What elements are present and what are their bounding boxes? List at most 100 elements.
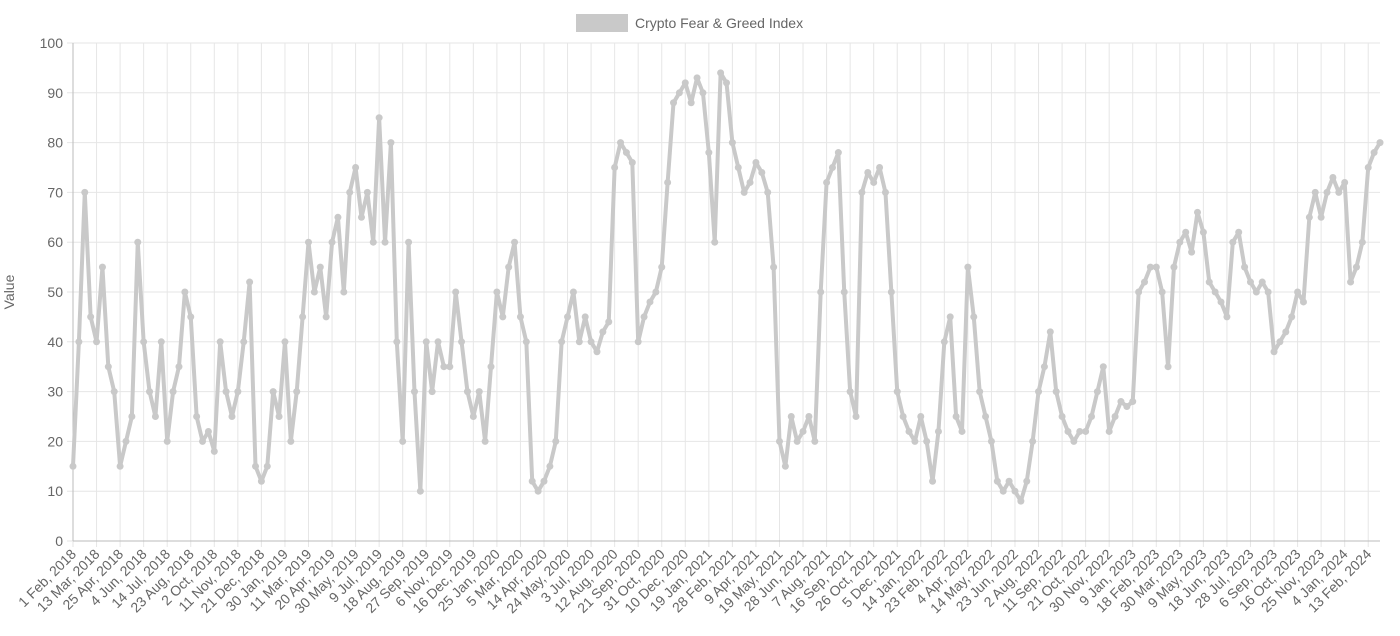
data-point: [422, 338, 430, 346]
data-point: [1329, 173, 1337, 181]
data-point: [1076, 427, 1084, 435]
data-point: [352, 164, 360, 171]
data-point: [823, 178, 831, 186]
data-point: [316, 263, 324, 271]
data-point: [181, 288, 189, 296]
data-point: [1082, 427, 1090, 435]
data-point: [764, 188, 772, 196]
data-point: [263, 462, 271, 470]
data-point: [428, 388, 436, 396]
data-point: [1164, 363, 1172, 371]
data-point: [269, 388, 277, 396]
y-tick-label: 50: [47, 284, 63, 300]
data-point: [634, 338, 642, 346]
data-point: [546, 462, 554, 470]
data-point: [1046, 328, 1054, 336]
data-point: [505, 263, 513, 271]
data-point: [169, 388, 177, 396]
data-point: [1064, 427, 1072, 435]
data-point: [1188, 248, 1196, 256]
data-point: [852, 413, 860, 420]
data-point: [970, 313, 978, 321]
y-tick-label: 100: [40, 35, 64, 51]
data-point: [93, 338, 101, 346]
data-point: [193, 413, 201, 420]
data-point: [310, 288, 318, 296]
data-point: [1288, 313, 1296, 321]
data-point: [929, 477, 937, 485]
data-point: [487, 363, 495, 371]
data-point: [1305, 213, 1313, 221]
data-point: [1193, 208, 1201, 216]
data-point: [723, 79, 730, 87]
data-point: [81, 188, 89, 196]
data-point: [740, 188, 748, 196]
data-point: [1311, 188, 1319, 196]
data-point: [87, 313, 95, 321]
data-point: [1347, 278, 1355, 286]
data-point: [157, 338, 165, 346]
data-point: [104, 363, 112, 371]
data-point: [440, 363, 448, 371]
data-point: [593, 348, 601, 356]
data-point: [122, 437, 130, 445]
data-point: [940, 338, 948, 346]
data-point: [1093, 388, 1101, 396]
data-point: [146, 388, 154, 396]
data-point: [876, 164, 884, 171]
data-point: [1370, 149, 1378, 157]
data-point: [1088, 413, 1096, 420]
data-point: [410, 388, 418, 396]
y-tick-label: 0: [55, 533, 63, 549]
data-point: [558, 338, 566, 346]
data-point: [564, 313, 572, 321]
data-point: [199, 437, 207, 445]
data-point: [1040, 363, 1048, 371]
data-point: [599, 328, 607, 336]
data-point: [652, 288, 660, 296]
data-point: [1023, 477, 1031, 485]
data-point: [840, 288, 848, 296]
data-point: [281, 338, 289, 346]
data-point: [1158, 288, 1166, 296]
data-point: [817, 288, 825, 296]
data-point: [469, 413, 477, 420]
data-point: [1146, 263, 1154, 271]
data-point: [257, 477, 265, 485]
data-point: [622, 149, 630, 157]
data-point: [293, 388, 301, 396]
data-point: [1246, 278, 1254, 286]
data-point: [746, 178, 754, 186]
data-point: [540, 477, 548, 485]
data-point: [658, 263, 666, 271]
data-point: [1364, 164, 1372, 171]
data-point: [1052, 388, 1060, 396]
data-point: [1099, 363, 1107, 371]
data-point: [98, 263, 106, 271]
data-point: [1170, 263, 1178, 271]
data-point: [617, 139, 625, 147]
data-point: [1111, 413, 1119, 420]
legend-label: Crypto Fear & Greed Index: [635, 15, 803, 31]
data-point: [581, 313, 589, 321]
data-point: [1358, 238, 1366, 246]
data-point: [116, 462, 124, 470]
data-point: [893, 388, 901, 396]
data-point: [905, 427, 913, 435]
data-point: [405, 238, 413, 246]
data-point: [552, 437, 560, 445]
data-point: [1005, 477, 1013, 485]
data-point: [163, 437, 171, 445]
data-point: [322, 313, 330, 321]
data-point: [805, 413, 813, 420]
data-point: [187, 313, 195, 321]
data-point: [611, 164, 619, 171]
data-point: [446, 363, 454, 371]
data-point: [964, 263, 972, 271]
data-point: [999, 487, 1007, 495]
data-point: [304, 238, 312, 246]
data-point: [222, 388, 230, 396]
data-point: [334, 213, 342, 221]
data-point: [516, 313, 524, 321]
data-point: [1335, 188, 1343, 196]
